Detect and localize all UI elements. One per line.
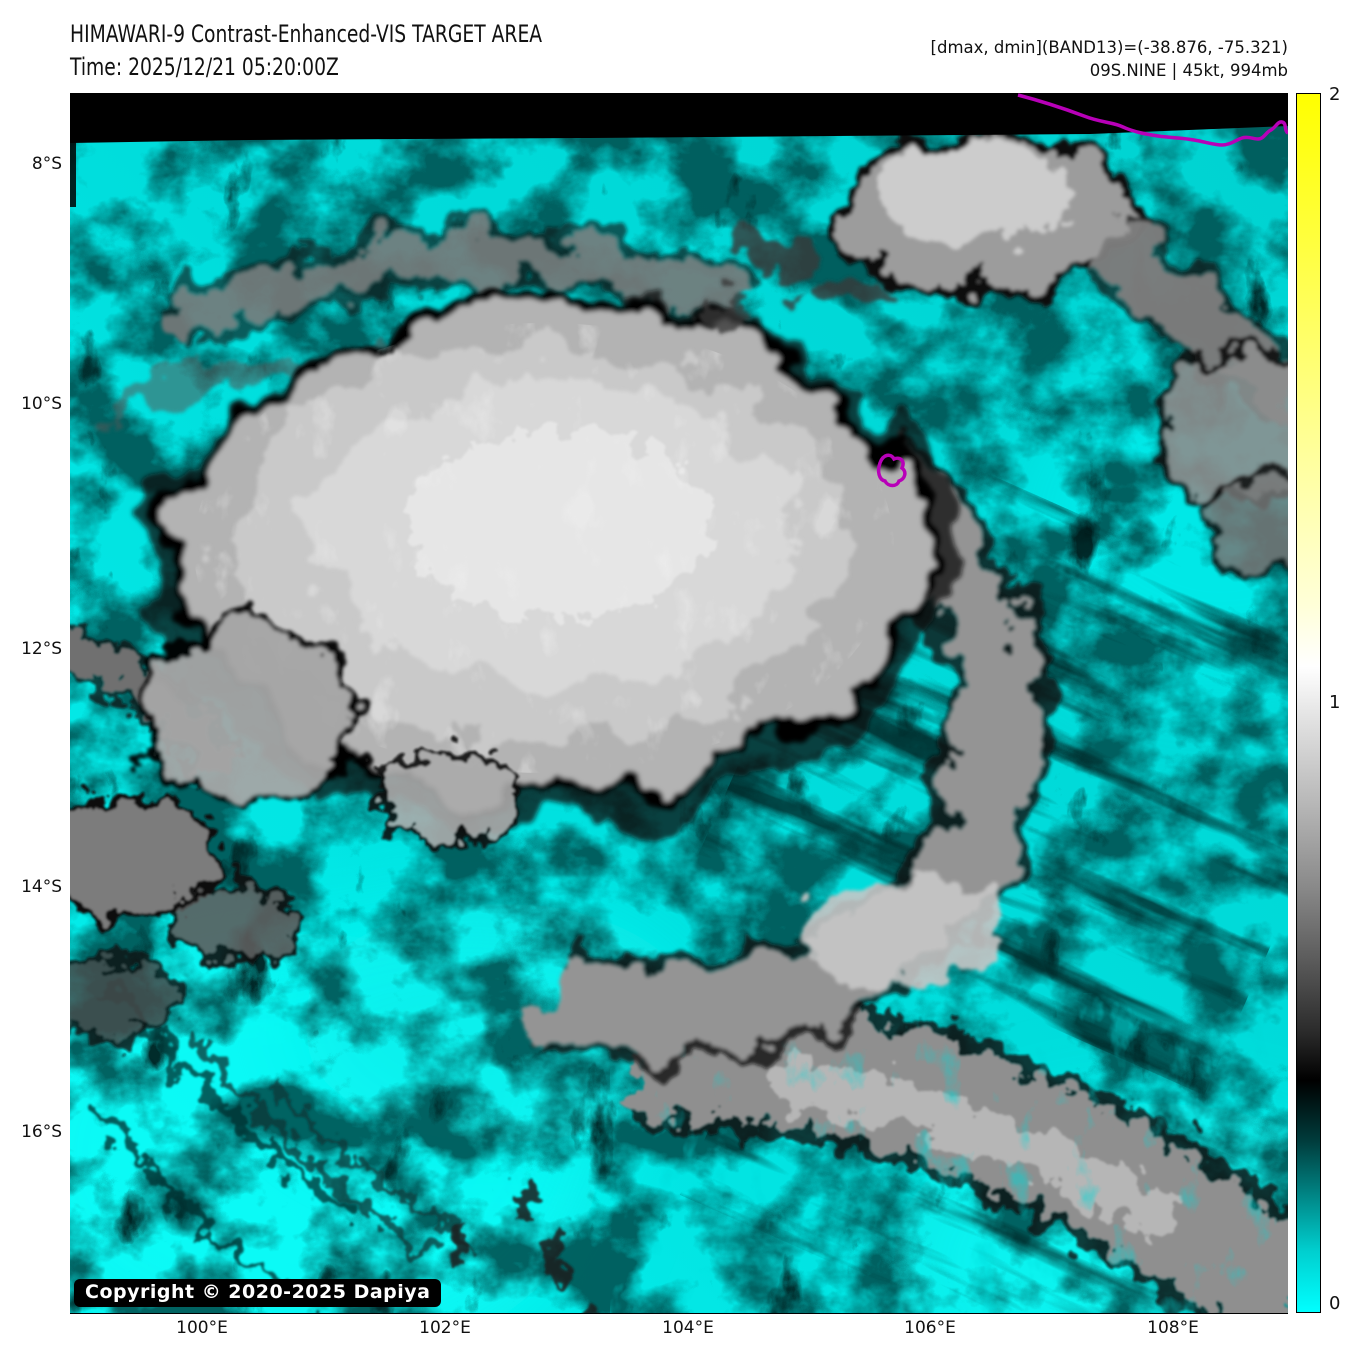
top-data-gap xyxy=(70,93,1288,207)
lat-tick-label: 16°S xyxy=(21,1122,62,1142)
lon-tick-label: 104°E xyxy=(662,1318,714,1338)
northeast-cloud-cluster xyxy=(686,130,1288,577)
lon-tick-label: 108°E xyxy=(1147,1318,1199,1338)
christmas-island-outline xyxy=(876,453,907,488)
storm-info-text: 09S.NINE | 45kt, 994mb xyxy=(1089,61,1288,80)
colorbar-tick-label: 0 xyxy=(1329,1293,1341,1314)
band-stats-text: [dmax, dmin](BAND13)=(-38.876, -75.321) xyxy=(930,38,1288,57)
lon-tick-label: 100°E xyxy=(176,1318,228,1338)
page-title: HIMAWARI-9 Contrast-Enhanced-VIS TARGET … xyxy=(70,20,543,48)
coastline-path xyxy=(1017,93,1288,147)
lat-tick-label: 8°S xyxy=(31,154,62,174)
lat-tick-label: 14°S xyxy=(21,877,62,897)
colorbar-tick-label: 2 xyxy=(1329,84,1341,105)
east-feeder-band xyxy=(528,437,1056,1069)
satellite-scene xyxy=(70,93,1288,1313)
cdo-cloud-mass xyxy=(130,301,948,848)
lat-tick-label: 10°S xyxy=(21,394,62,414)
colorbar xyxy=(1296,93,1321,1313)
lon-tick-label: 102°E xyxy=(419,1318,471,1338)
lat-tick-label: 12°S xyxy=(21,639,62,659)
colorbar-tick-label: 1 xyxy=(1329,692,1341,713)
copyright-badge: Copyright © 2020-2025 Dapiya xyxy=(74,1279,442,1307)
time-subtitle: Time: 2025/12/21 05:20:00Z xyxy=(70,53,339,81)
lon-tick-label: 106°E xyxy=(904,1318,956,1338)
satellite-map: Copyright © 2020-2025 Dapiya xyxy=(70,93,1288,1314)
